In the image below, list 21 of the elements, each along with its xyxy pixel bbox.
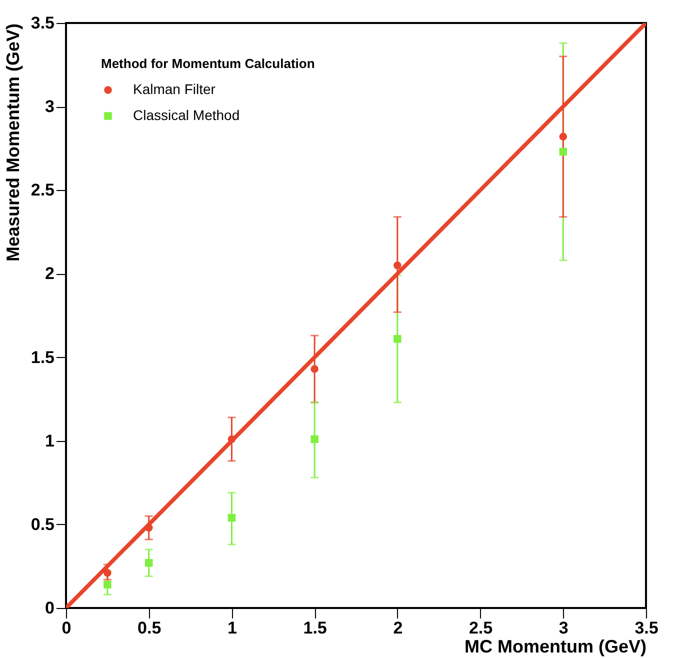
x-tick-label: 2 <box>393 618 403 638</box>
legend-title: Method for Momentum Calculation <box>101 56 315 71</box>
legend-label: Kalman Filter <box>133 81 216 97</box>
y-axis-title: Measured Momentum (GeV) <box>2 24 23 262</box>
x-tick-label: 0.5 <box>138 618 162 638</box>
y-tick-label: 1.5 <box>30 348 54 367</box>
y-tick-label: 0 <box>45 598 54 618</box>
x-tick-label: 1.5 <box>303 618 327 638</box>
x-tick-label: 2.5 <box>468 618 493 638</box>
y-tick-label: 1 <box>45 431 54 450</box>
x-tick-label: 3 <box>558 618 568 638</box>
y-tick-label: 3.5 <box>30 14 54 32</box>
y-tick-label: 2.5 <box>30 180 54 200</box>
legend-label: Classical Method <box>133 107 240 123</box>
x-tick-label: 3.5 <box>634 618 658 638</box>
x-tick-label: 0 <box>62 618 72 638</box>
x-axis-title: MC Momentum (GeV) <box>464 636 646 656</box>
y-tick-label: 0.5 <box>30 514 54 534</box>
y-tick-label: 2 <box>45 264 54 284</box>
x-tick-label: 1 <box>227 618 237 638</box>
y-tick-label: 3 <box>45 97 54 116</box>
